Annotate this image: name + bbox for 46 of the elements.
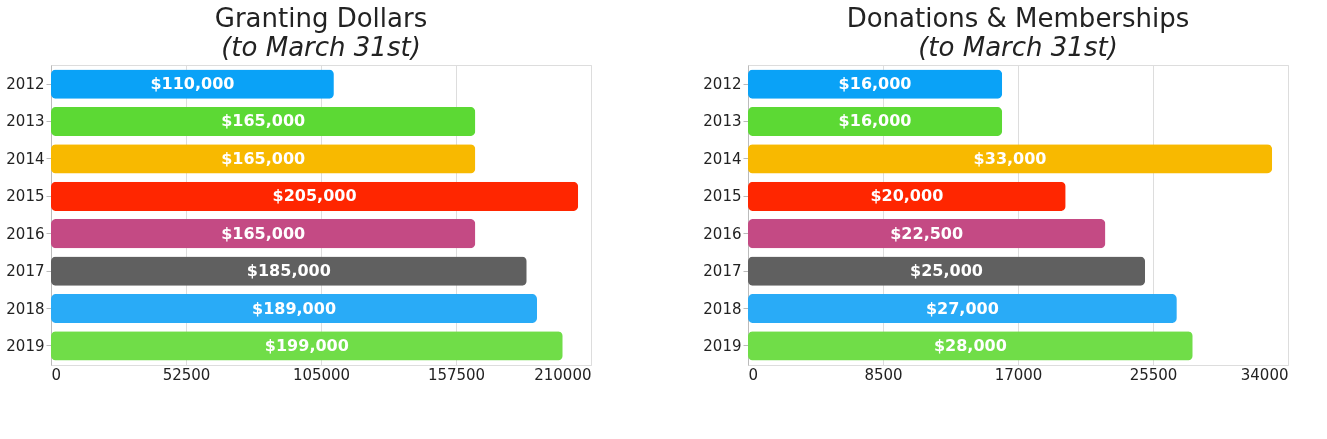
chart-subtitle: (to March 31st) xyxy=(918,32,1118,62)
y-tick-label: 2018 xyxy=(6,299,45,318)
chart-title: Donations & Memberships xyxy=(846,3,1190,33)
data-label: $185,000 xyxy=(246,261,331,281)
x-tick-label: 17000 xyxy=(994,365,1043,384)
y-tick-label: 2014 xyxy=(6,149,45,168)
y-tick-label: 2017 xyxy=(6,262,45,281)
x-tick-label: 0 xyxy=(51,365,62,384)
x-tick-label: 210000 xyxy=(534,365,592,384)
chart-subtitle: (to March 31st) xyxy=(221,32,421,62)
x-tick-label: 52500 xyxy=(162,365,211,384)
x-tick-label: 8500 xyxy=(864,365,903,384)
chart-title: Granting Dollars xyxy=(214,3,428,33)
y-tick-label: 2017 xyxy=(703,262,742,281)
data-label: $165,000 xyxy=(221,223,306,243)
y-tick-label: 2012 xyxy=(6,75,45,94)
y-tick-label: 2016 xyxy=(6,224,45,243)
data-label: $33,000 xyxy=(973,148,1047,168)
data-label: $25,000 xyxy=(910,261,983,281)
x-tick-label: 157500 xyxy=(427,365,486,384)
y-tick-label: 2015 xyxy=(703,187,742,206)
x-tick-label: 34000 xyxy=(1240,365,1289,384)
y-tick-label: 2015 xyxy=(6,187,45,206)
y-tick-label: 2013 xyxy=(6,112,45,131)
data-label: $20,000 xyxy=(870,186,944,206)
y-tick-label: 2014 xyxy=(703,149,742,168)
y-tick-label: 2018 xyxy=(703,299,742,318)
data-label: $110,000 xyxy=(150,74,235,94)
x-tick-label: 0 xyxy=(748,365,759,384)
y-tick-label: 2012 xyxy=(703,75,742,94)
data-label: $165,000 xyxy=(221,148,306,168)
data-label: $189,000 xyxy=(251,298,337,318)
x-tick-label: 105000 xyxy=(292,365,351,384)
y-tick-label: 2013 xyxy=(703,112,742,131)
y-tick-label: 2019 xyxy=(6,336,45,355)
data-label: $16,000 xyxy=(838,74,912,94)
data-label: $27,000 xyxy=(925,298,999,318)
x-tick-label: 25500 xyxy=(1129,365,1178,384)
y-tick-label: 2019 xyxy=(703,336,742,355)
data-label: $199,000 xyxy=(264,335,349,355)
data-label: $205,000 xyxy=(272,186,357,206)
data-label: $16,000 xyxy=(838,111,912,131)
data-label: $28,000 xyxy=(933,335,1007,355)
y-tick-label: 2016 xyxy=(703,224,742,243)
data-label: $165,000 xyxy=(221,111,306,131)
data-label: $22,500 xyxy=(890,223,964,243)
